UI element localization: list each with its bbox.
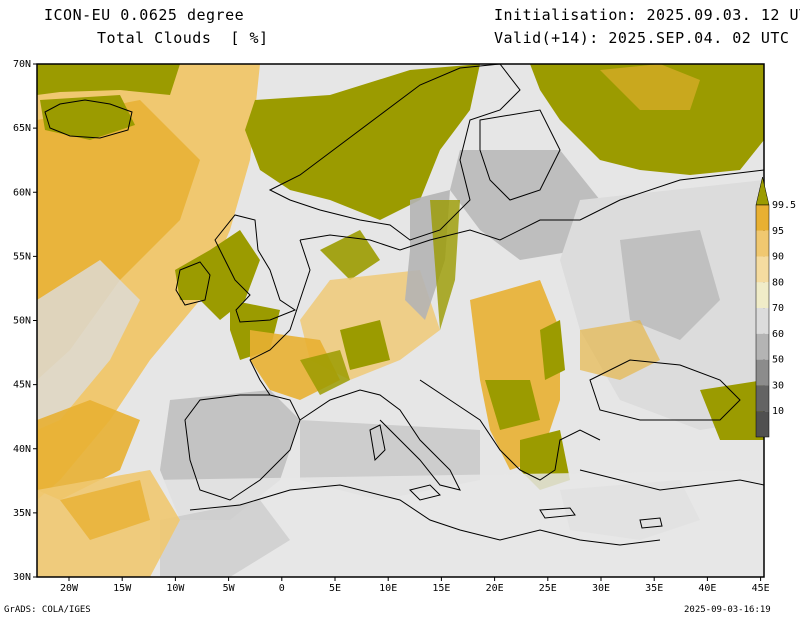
lat-label: 30N bbox=[13, 572, 31, 583]
colorbar-level-label: 95 bbox=[772, 226, 784, 237]
colorbar-swatch bbox=[756, 230, 769, 257]
colorbar-swatch bbox=[756, 359, 769, 386]
colorbar-level-label: 60 bbox=[772, 329, 784, 340]
lat-label: 55N bbox=[13, 251, 31, 262]
colorbar-level-label: 99.5 bbox=[772, 200, 796, 211]
lon-label: 20E bbox=[486, 583, 504, 594]
lat-label: 40N bbox=[13, 444, 31, 455]
colorbar-level-label: 50 bbox=[772, 355, 784, 366]
footer-credit: GrADS: COLA/IGES bbox=[4, 605, 91, 615]
lon-label: 40E bbox=[698, 583, 716, 594]
lon-label: 5W bbox=[223, 583, 236, 594]
lat-label: 35N bbox=[13, 508, 31, 519]
lon-label: 25E bbox=[539, 583, 557, 594]
cloud-field bbox=[37, 64, 764, 577]
lat-label: 65N bbox=[13, 123, 31, 134]
colorbar-swatch bbox=[756, 333, 769, 360]
colorbar-swatch bbox=[756, 282, 769, 309]
lon-label: 20W bbox=[60, 583, 79, 594]
colorbar-level-label: 30 bbox=[772, 380, 784, 391]
footer-timestamp: 2025-09-03-16:19 bbox=[684, 605, 771, 615]
lat-label: 50N bbox=[13, 316, 31, 327]
colorbar-level-label: 70 bbox=[772, 303, 784, 314]
lon-label: 0 bbox=[279, 583, 285, 594]
lon-label: 5E bbox=[329, 583, 341, 594]
init-time: Initialisation: 2025.09.03. 12 UTC bbox=[494, 6, 800, 24]
lat-label: 60N bbox=[13, 187, 31, 198]
lon-label: 10W bbox=[166, 583, 185, 594]
colorbar-swatch bbox=[756, 205, 769, 231]
lon-label: 45E bbox=[752, 583, 770, 594]
lat-label: 70N bbox=[13, 59, 31, 70]
lon-label: 30E bbox=[592, 583, 610, 594]
lon-label: 10E bbox=[379, 583, 397, 594]
colorbar-level-label: 80 bbox=[772, 277, 784, 288]
lon-label: 15W bbox=[113, 583, 132, 594]
colorbar-legend: 99.5 95 90 80 70 60 50 30 10 bbox=[755, 176, 796, 438]
valid-time: Valid(+14): 2025.SEP.04. 02 UTC bbox=[494, 29, 790, 47]
colorbar-swatch bbox=[756, 308, 769, 334]
colorbar-swatch bbox=[756, 385, 769, 412]
colorbar-swatch bbox=[756, 411, 769, 437]
lon-label: 15E bbox=[432, 583, 450, 594]
variable-title: Total Clouds [ %] bbox=[97, 29, 269, 47]
colorbar-level-label: 10 bbox=[772, 406, 784, 417]
lon-label: 35E bbox=[645, 583, 663, 594]
coastlines bbox=[44, 64, 764, 546]
colorbar-level-label: 90 bbox=[772, 252, 784, 263]
model-title: ICON-EU 0.0625 degree bbox=[44, 6, 245, 24]
colorbar-swatch bbox=[756, 256, 769, 283]
lat-label: 45N bbox=[13, 380, 31, 391]
